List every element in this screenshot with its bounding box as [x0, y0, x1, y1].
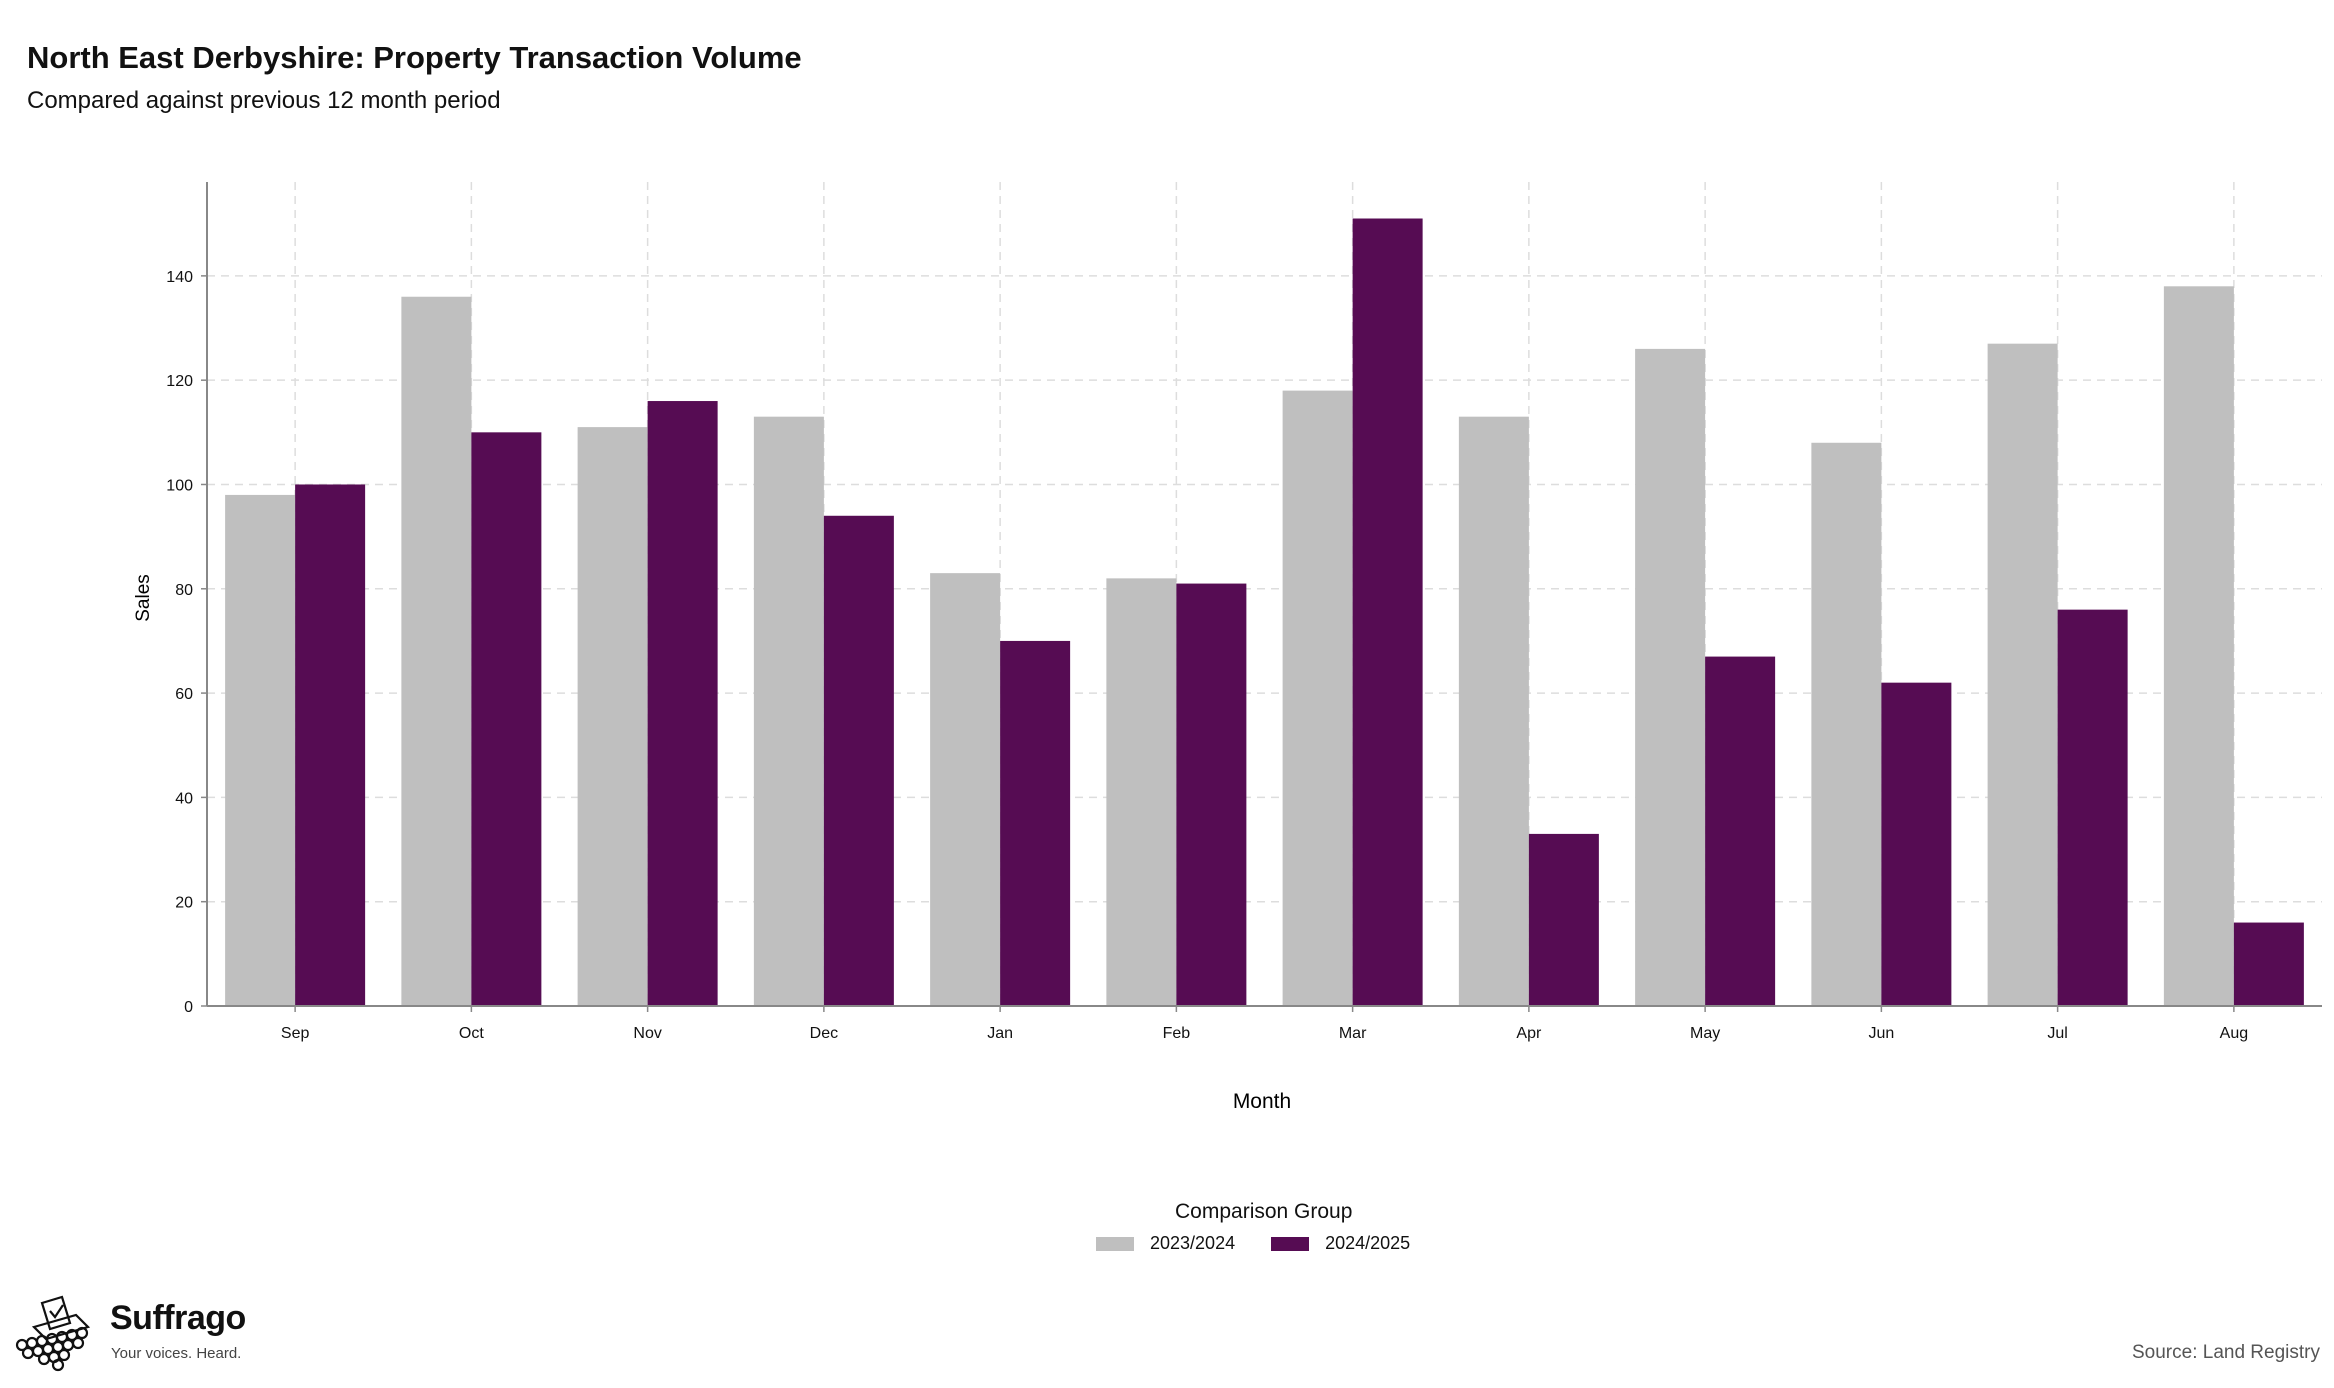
- bar-2023-2024-feb: [1106, 578, 1177, 1006]
- y-tick-label: 80: [175, 582, 193, 599]
- bars: [225, 218, 2304, 1007]
- x-tick-label: Apr: [1516, 1025, 1542, 1042]
- y-tick-label: 20: [175, 895, 193, 912]
- legend-swatch-2023-2024: [1096, 1236, 1134, 1251]
- bar-2024-2025-jun: [1881, 682, 1952, 1006]
- y-tick-label: 0: [184, 999, 193, 1016]
- bar-2024-2025-nov: [647, 401, 718, 1006]
- y-tick-label: 40: [175, 790, 193, 807]
- bar-2023-2024-nov: [577, 427, 648, 1007]
- bar-2024-2025-apr: [1528, 833, 1599, 1006]
- bar-2024-2025-sep: [295, 484, 366, 1006]
- y-tick-label: 100: [166, 477, 193, 494]
- x-tick-label: Mar: [1339, 1025, 1367, 1042]
- bar-2024-2025-may: [1705, 656, 1776, 1006]
- chart-subtitle: Compared against previous 12 month perio…: [27, 87, 501, 114]
- axes: [201, 182, 2322, 1012]
- legend-item-2023-2024: 2023/2024: [1096, 1233, 1235, 1254]
- brand-name: Suffrago: [110, 1299, 246, 1337]
- legend-item-2024-2025: 2024/2025: [1271, 1233, 1410, 1254]
- legend-title: Comparison Group: [1175, 1200, 1353, 1223]
- x-tick-label: Feb: [1163, 1025, 1191, 1042]
- x-tick-label: Aug: [2220, 1025, 2248, 1042]
- bar-2023-2024-jan: [930, 573, 1001, 1006]
- bar-2024-2025-oct: [471, 432, 542, 1006]
- bar-2023-2024-oct: [401, 296, 472, 1006]
- bar-2023-2024-may: [1635, 348, 1706, 1006]
- bar-2023-2024-jun: [1811, 442, 1882, 1006]
- bar-2023-2024-sep: [225, 494, 296, 1006]
- bar-2024-2025-feb: [1176, 583, 1247, 1006]
- bar-2024-2025-mar: [1352, 218, 1423, 1006]
- legend-label-2024-2025: 2024/2025: [1325, 1233, 1411, 1253]
- legend-label-2023-2024: 2023/2024: [1150, 1233, 1236, 1253]
- x-tick-label: Dec: [810, 1025, 838, 1042]
- bar-2024-2025-dec: [823, 515, 894, 1006]
- ballot-box-icon: [15, 1295, 91, 1372]
- x-tick-label: May: [1690, 1025, 1720, 1042]
- x-tick-label: Jun: [1868, 1025, 1894, 1042]
- bar-2023-2024-mar: [1282, 390, 1353, 1006]
- bar-chart: 0 20 40 60 80 100 120 140 Sep Oct Nov Dec Jan Feb Mar A…: [133, 182, 2322, 1113]
- x-tick-label: Oct: [459, 1025, 484, 1042]
- bar-2024-2025-aug: [2233, 922, 2304, 1006]
- y-tick-label: 60: [175, 686, 193, 703]
- bar-2023-2024-apr: [1458, 416, 1529, 1006]
- bar-2023-2024-dec: [753, 416, 824, 1006]
- source-note: Source: Land Registry: [2132, 1342, 2320, 1363]
- x-axis-label: Month: [1233, 1090, 1291, 1113]
- bar-2024-2025-jan: [1000, 640, 1071, 1006]
- x-tick-label: Sep: [281, 1025, 310, 1042]
- brand-logo: Suffrago Your voices. Heard.: [14, 1293, 274, 1373]
- y-axis-label: Sales: [133, 574, 154, 622]
- brand-tagline: Your voices. Heard.: [111, 1345, 242, 1362]
- bar-2024-2025-jul: [2057, 609, 2128, 1006]
- x-tick-label: Nov: [633, 1025, 661, 1042]
- bar-2023-2024-jul: [1987, 343, 2058, 1006]
- y-tick-label: 140: [166, 269, 193, 286]
- legend: 2023/2024 2024/2025: [1096, 1233, 1446, 1254]
- bar-2023-2024-aug: [2163, 286, 2234, 1006]
- legend-swatch-2024-2025: [1271, 1236, 1310, 1251]
- y-tick-label: 120: [166, 373, 193, 390]
- x-tick-label: Jan: [987, 1025, 1013, 1042]
- tick-labels: 0 20 40 60 80 100 120 140 Sep Oct Nov Dec Jan Feb Mar A…: [166, 269, 2248, 1042]
- x-tick-label: Jul: [2047, 1025, 2067, 1042]
- chart-title: North East Derbyshire: Property Transact…: [27, 40, 802, 75]
